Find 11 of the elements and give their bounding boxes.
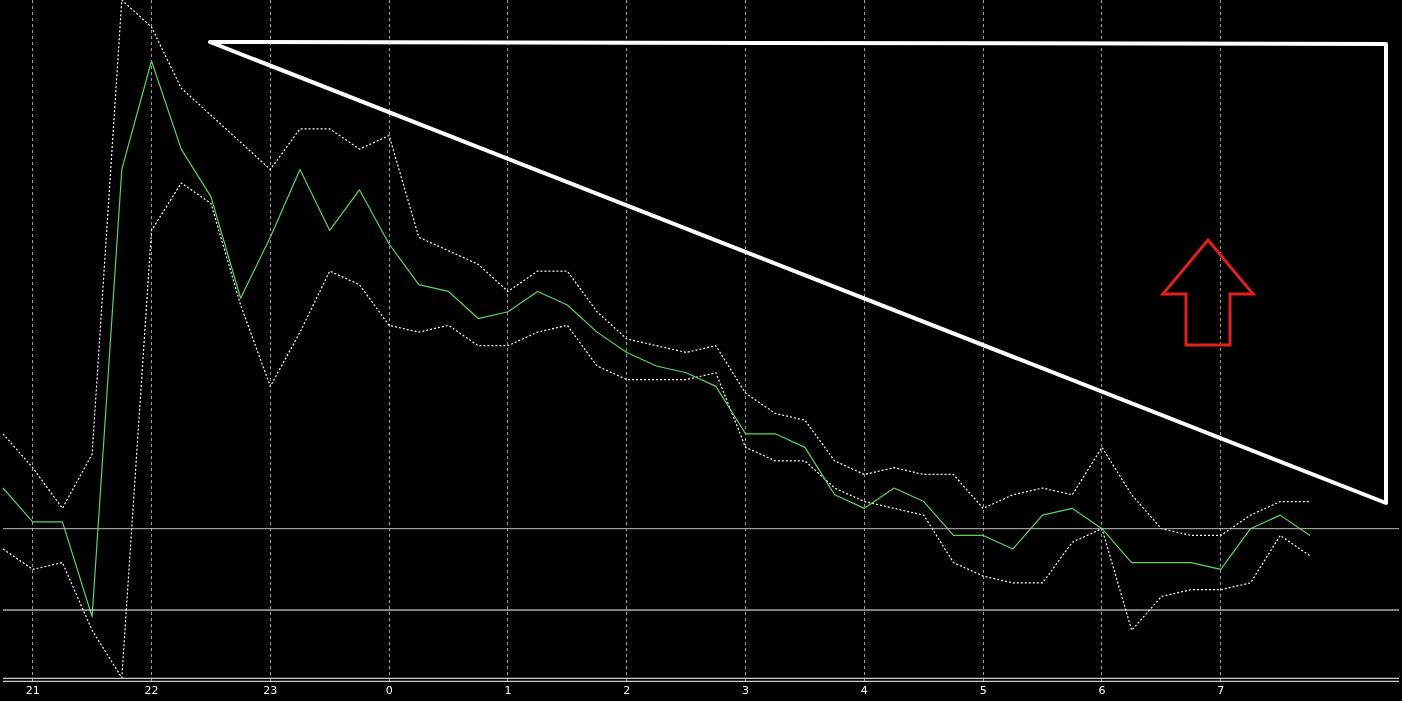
x-tick-label: 5 <box>979 684 987 698</box>
x-tick-label: 1 <box>504 684 512 698</box>
x-tick-label: 3 <box>742 684 750 698</box>
x-tick-label: 4 <box>860 684 868 698</box>
x-tick-label: 6 <box>1098 684 1106 698</box>
x-tick-label: 23 <box>263 684 278 698</box>
x-tick-label: 22 <box>144 684 159 698</box>
x-tick-label: 2 <box>623 684 631 698</box>
x-tick-label: 0 <box>385 684 393 698</box>
x-tick-label: 21 <box>25 684 40 698</box>
x-tick-label: 7 <box>1217 684 1225 698</box>
